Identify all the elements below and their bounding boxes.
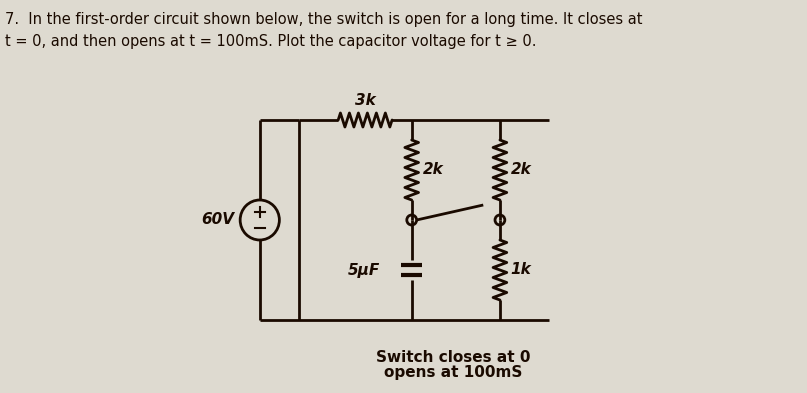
Text: 1k: 1k bbox=[511, 263, 532, 277]
Text: opens at 100mS: opens at 100mS bbox=[384, 365, 523, 380]
Text: 2k: 2k bbox=[423, 162, 443, 178]
Text: Switch closes at 0: Switch closes at 0 bbox=[376, 350, 531, 365]
Text: 5μF: 5μF bbox=[348, 263, 380, 277]
Text: t = 0, and then opens at t = 100mS. Plot the capacitor voltage for t ≥ 0.: t = 0, and then opens at t = 100mS. Plot… bbox=[5, 34, 537, 49]
Text: 7.  In the first-order circuit shown below, the switch is open for a long time. : 7. In the first-order circuit shown belo… bbox=[5, 12, 642, 27]
Text: 60V: 60V bbox=[201, 213, 234, 228]
Text: 3k: 3k bbox=[355, 93, 375, 108]
Text: 2k: 2k bbox=[511, 162, 532, 178]
